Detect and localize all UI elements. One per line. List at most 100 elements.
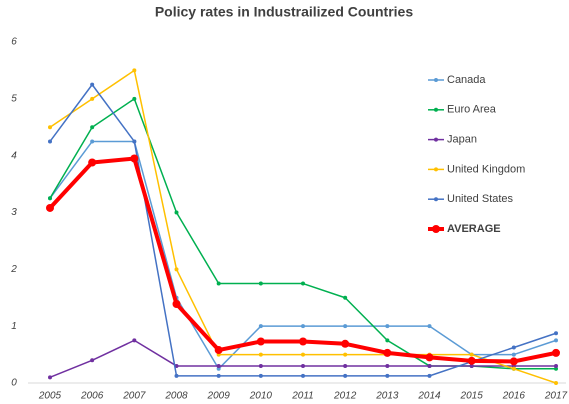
point bbox=[469, 352, 474, 357]
point bbox=[216, 366, 221, 371]
point bbox=[554, 366, 558, 371]
x-tick-label: 2009 bbox=[207, 391, 231, 402]
point bbox=[48, 375, 52, 380]
point bbox=[343, 295, 348, 300]
point bbox=[258, 373, 263, 378]
legend-marker bbox=[432, 225, 440, 233]
y-tick-label: 3 bbox=[11, 207, 17, 218]
legend-marker bbox=[434, 107, 438, 112]
point bbox=[90, 82, 95, 87]
x-tick-label: 2008 bbox=[164, 391, 188, 402]
point bbox=[301, 281, 305, 286]
point bbox=[511, 366, 516, 371]
x-tick-label: 2014 bbox=[417, 391, 441, 402]
x-tick-label: 2017 bbox=[544, 391, 568, 402]
x-tick-label: 2016 bbox=[502, 391, 526, 402]
point bbox=[90, 125, 95, 130]
x-tick-label: 2005 bbox=[38, 391, 62, 402]
point bbox=[174, 373, 179, 378]
y-tick-label: 2 bbox=[10, 264, 17, 275]
point bbox=[385, 324, 390, 329]
point bbox=[427, 324, 432, 329]
point bbox=[214, 346, 223, 355]
point bbox=[427, 373, 432, 378]
point bbox=[385, 373, 390, 378]
legend-label: Euro Area bbox=[447, 104, 497, 116]
x-tick-label: 2015 bbox=[460, 391, 484, 402]
point bbox=[216, 363, 221, 368]
point bbox=[258, 352, 263, 357]
point bbox=[172, 300, 181, 309]
x-tick-label: 2010 bbox=[249, 391, 273, 402]
x-tick-label: 2007 bbox=[122, 391, 146, 402]
point bbox=[427, 363, 432, 368]
legend-label: AVERAGE bbox=[447, 223, 501, 235]
point bbox=[469, 363, 474, 368]
point bbox=[174, 267, 179, 272]
point bbox=[341, 339, 350, 348]
point bbox=[46, 203, 54, 212]
point bbox=[256, 337, 265, 346]
legend-label: United Kingdom bbox=[447, 163, 525, 175]
point bbox=[132, 338, 137, 343]
legend-label: Canada bbox=[447, 74, 486, 86]
x-tick-label: 2006 bbox=[80, 391, 104, 402]
point bbox=[301, 352, 305, 357]
point bbox=[90, 139, 95, 144]
point bbox=[301, 324, 305, 329]
point bbox=[385, 363, 390, 368]
series-line bbox=[49, 140, 557, 370]
point bbox=[301, 373, 305, 378]
point bbox=[554, 363, 558, 368]
point bbox=[132, 96, 137, 101]
point bbox=[174, 210, 179, 215]
y-tick-label: 1 bbox=[11, 321, 17, 332]
point bbox=[132, 139, 137, 144]
y-tick-label: 4 bbox=[11, 150, 17, 161]
y-tick-label: 6 bbox=[11, 37, 17, 48]
point bbox=[132, 68, 137, 73]
point bbox=[343, 363, 348, 368]
point bbox=[90, 358, 95, 363]
point bbox=[48, 196, 52, 201]
point bbox=[216, 281, 221, 286]
legend-label: United States bbox=[447, 193, 514, 205]
point bbox=[552, 348, 560, 357]
point bbox=[343, 373, 348, 378]
point bbox=[425, 353, 434, 362]
y-tick-label: 5 bbox=[11, 93, 17, 104]
point bbox=[216, 373, 221, 378]
point bbox=[511, 352, 516, 357]
point bbox=[130, 154, 139, 163]
x-tick-label: 2013 bbox=[375, 391, 399, 402]
point bbox=[554, 338, 558, 343]
point bbox=[467, 356, 476, 365]
point bbox=[554, 381, 558, 385]
point bbox=[301, 363, 305, 368]
point bbox=[511, 345, 516, 350]
point bbox=[343, 324, 348, 329]
point bbox=[385, 338, 390, 343]
point bbox=[343, 352, 348, 357]
point bbox=[48, 125, 52, 130]
x-tick-label: 2011 bbox=[291, 391, 314, 402]
legend-marker bbox=[434, 78, 438, 82]
point bbox=[554, 331, 558, 336]
point bbox=[509, 357, 518, 366]
point bbox=[90, 96, 95, 101]
legend-marker bbox=[434, 167, 438, 172]
point bbox=[48, 139, 52, 144]
point bbox=[88, 158, 97, 167]
point bbox=[383, 348, 392, 357]
point bbox=[258, 281, 263, 286]
point bbox=[258, 324, 263, 329]
point bbox=[258, 363, 263, 368]
legend-marker bbox=[434, 197, 438, 202]
chart-title: Policy rates in Industrailized Countries bbox=[155, 4, 413, 20]
series-line bbox=[48, 156, 557, 364]
point bbox=[299, 337, 307, 346]
y-tick-label: 0 bbox=[11, 378, 17, 389]
legend-marker bbox=[434, 137, 438, 142]
legend-label: Japan bbox=[447, 134, 477, 146]
